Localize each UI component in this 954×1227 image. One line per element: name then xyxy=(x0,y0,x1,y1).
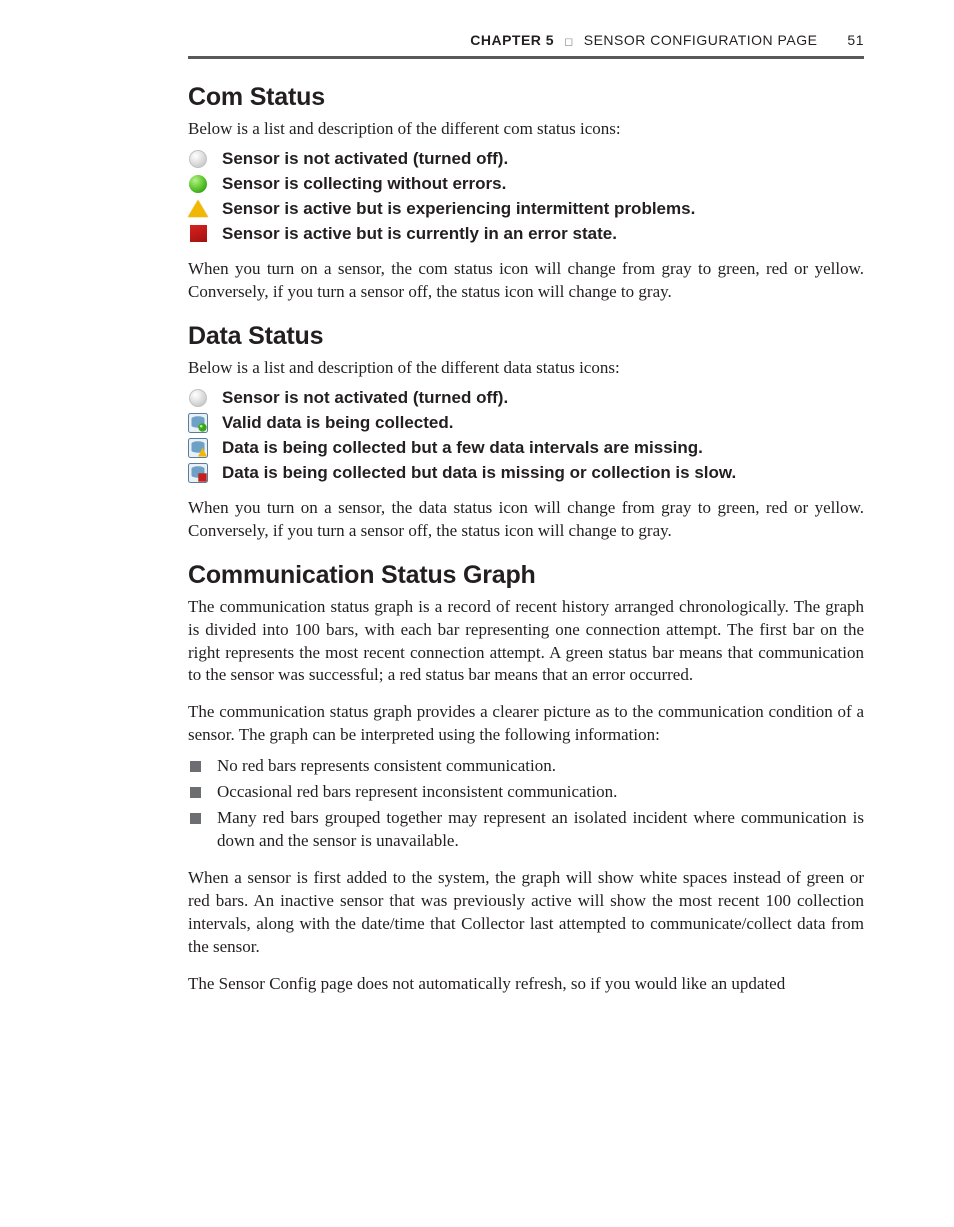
list-item: Sensor is active but is experiencing int… xyxy=(188,199,864,219)
list-item: Many red bars grouped together may repre… xyxy=(190,807,864,853)
data-status-icon-list: Sensor is not activated (turned off). Va… xyxy=(188,388,864,483)
bullet-text: No red bars represents consistent commun… xyxy=(217,755,864,778)
page: CHAPTER 5 ◻ SENSOR CONFIGURATION PAGE 51… xyxy=(0,0,954,1044)
comm-graph-bullets: No red bars represents consistent commun… xyxy=(188,755,864,853)
data-status-label: Data is being collected but data is miss… xyxy=(222,463,736,483)
bullet-text: Occasional red bars represent inconsiste… xyxy=(217,781,864,804)
bullet-text: Many red bars grouped together may repre… xyxy=(217,807,864,853)
status-gray-circle-icon xyxy=(188,388,208,408)
square-bullet-icon xyxy=(190,761,201,772)
header-chapter: CHAPTER 5 xyxy=(470,32,554,48)
list-item: Sensor is not activated (turned off). xyxy=(188,149,864,169)
comm-graph-p3: When a sensor is first added to the syst… xyxy=(188,867,864,959)
square-bullet-icon xyxy=(190,813,201,824)
list-item: Sensor is active but is currently in an … xyxy=(188,224,864,244)
com-status-heading: Com Status xyxy=(188,83,864,112)
com-status-intro: Below is a list and description of the d… xyxy=(188,118,864,141)
status-gray-circle-icon xyxy=(188,149,208,169)
com-status-label: Sensor is active but is currently in an … xyxy=(222,224,617,244)
list-item: Occasional red bars represent inconsiste… xyxy=(190,781,864,804)
com-status-after: When you turn on a sensor, the com statu… xyxy=(188,258,864,304)
header-title: SENSOR CONFIGURATION PAGE xyxy=(584,32,818,48)
status-yellow-triangle-icon xyxy=(188,199,208,219)
list-item: Sensor is collecting without errors. xyxy=(188,174,864,194)
list-item: No red bars represents consistent commun… xyxy=(190,755,864,778)
data-status-label: Data is being collected but a few data i… xyxy=(222,438,703,458)
com-status-label: Sensor is active but is experiencing int… xyxy=(222,199,695,219)
list-item: Data is being collected but data is miss… xyxy=(188,463,864,483)
com-status-icon-list: Sensor is not activated (turned off). Se… xyxy=(188,149,864,244)
db-yellow-icon xyxy=(188,438,208,458)
com-status-label: Sensor is not activated (turned off). xyxy=(222,149,508,169)
data-status-heading: Data Status xyxy=(188,322,864,351)
db-green-icon xyxy=(188,413,208,433)
db-red-icon xyxy=(188,463,208,483)
data-status-intro: Below is a list and description of the d… xyxy=(188,357,864,380)
comm-graph-heading: Communication Status Graph xyxy=(188,561,864,590)
list-item: Sensor is not activated (turned off). xyxy=(188,388,864,408)
comm-graph-p1: The communication status graph is a reco… xyxy=(188,596,864,688)
square-bullet-icon xyxy=(190,787,201,798)
list-item: Data is being collected but a few data i… xyxy=(188,438,864,458)
running-header: CHAPTER 5 ◻ SENSOR CONFIGURATION PAGE 51 xyxy=(188,32,864,59)
list-item: Valid data is being collected. xyxy=(188,413,864,433)
status-green-circle-icon xyxy=(188,174,208,194)
header-square-glyph: ◻ xyxy=(564,35,574,48)
comm-graph-p4: The Sensor Config page does not automati… xyxy=(188,973,864,996)
status-red-square-icon xyxy=(188,224,208,244)
data-status-label: Sensor is not activated (turned off). xyxy=(222,388,508,408)
data-status-after: When you turn on a sensor, the data stat… xyxy=(188,497,864,543)
data-status-label: Valid data is being collected. xyxy=(222,413,453,433)
header-page-number: 51 xyxy=(847,32,864,48)
com-status-label: Sensor is collecting without errors. xyxy=(222,174,506,194)
comm-graph-p2: The communication status graph provides … xyxy=(188,701,864,747)
